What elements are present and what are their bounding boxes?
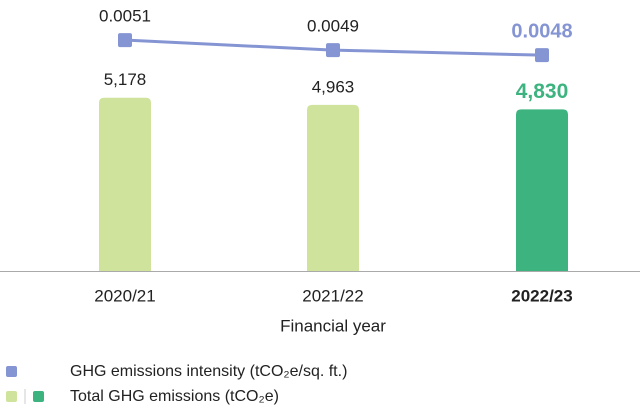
bar-value-label: 4,963 bbox=[312, 77, 355, 96]
bar bbox=[307, 104, 359, 271]
bar bbox=[99, 97, 151, 272]
legend-swatch bbox=[33, 391, 44, 402]
legend-label: Total GHG emissions (tCO₂e) bbox=[70, 388, 279, 405]
legend-swatch bbox=[6, 366, 17, 377]
bar-value-label: 5,178 bbox=[104, 70, 147, 89]
line-value-label: 0.0051 bbox=[99, 7, 151, 26]
line-marker bbox=[118, 33, 132, 48]
legend-swatch bbox=[6, 391, 17, 402]
x-tick-label: 2022/23 bbox=[511, 286, 572, 305]
x-tick-label: 2021/22 bbox=[302, 286, 363, 305]
x-tick-label: 2020/21 bbox=[94, 286, 155, 305]
line-marker bbox=[326, 43, 340, 58]
bar-value-label: 4,830 bbox=[516, 80, 569, 103]
bar bbox=[516, 109, 568, 271]
line-marker bbox=[535, 48, 549, 63]
line-value-label: 0.0049 bbox=[307, 17, 359, 36]
line-value-label: 0.0048 bbox=[511, 20, 572, 42]
legend-label: GHG emissions intensity (tCO₂e/sq. ft.) bbox=[70, 363, 347, 380]
x-axis-label: Financial year bbox=[280, 316, 386, 335]
